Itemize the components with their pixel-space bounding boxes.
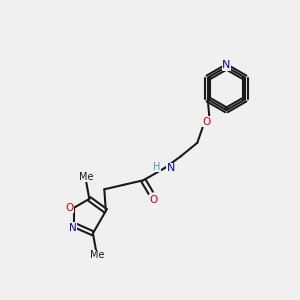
Text: H: H	[153, 162, 161, 172]
Text: O: O	[66, 202, 74, 213]
Text: O: O	[202, 117, 210, 127]
Text: N: N	[222, 60, 231, 70]
Text: O: O	[150, 195, 158, 205]
Text: Me: Me	[90, 250, 105, 260]
Text: N: N	[69, 223, 76, 233]
Text: Me: Me	[79, 172, 94, 182]
Text: N: N	[167, 163, 175, 173]
